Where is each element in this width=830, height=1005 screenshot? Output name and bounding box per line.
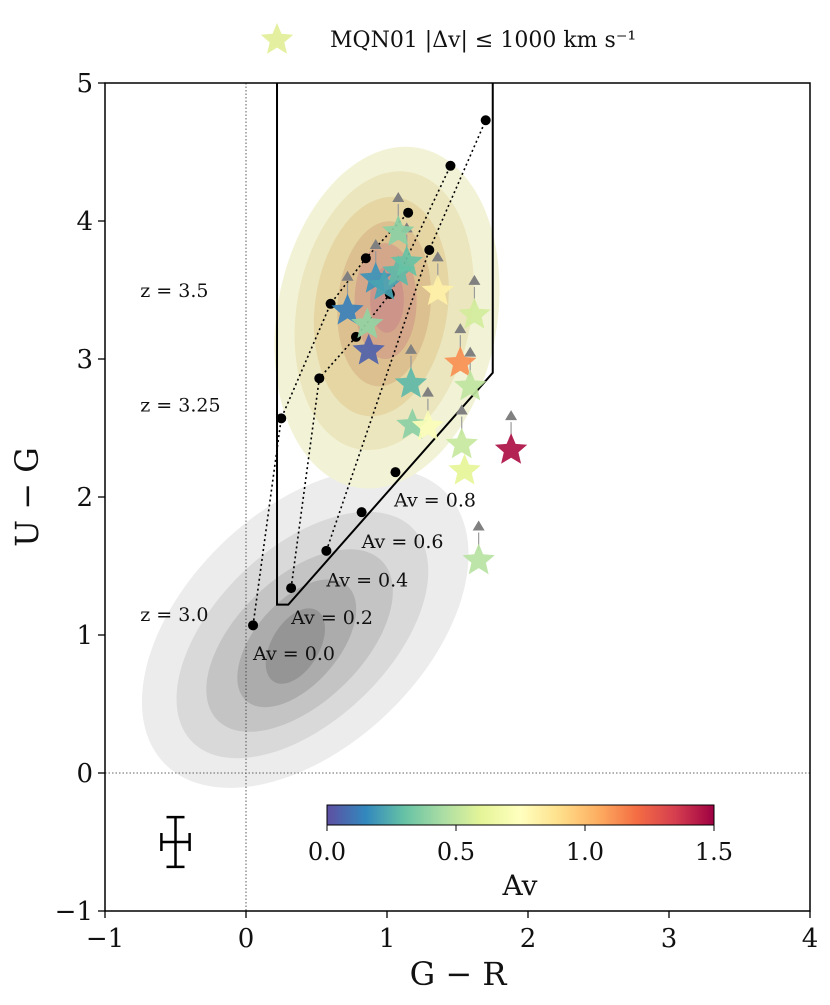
x-tick-label: 3 [661,924,678,954]
lower-limit-arrow [505,410,518,421]
legend-star-marker [260,23,294,54]
colorbar-tick-label: 0.5 [437,838,475,866]
lower-limit-arrow [454,323,467,334]
galaxy-points [331,192,528,575]
colorbar-gradient [326,804,715,826]
axis-ticks: −1 0 1 2 3 4 −1 0 1 2 3 4 5 [55,69,819,954]
track-label: z = 3.0 [140,604,208,626]
x-tick-label: 1 [379,924,396,954]
lower-limit-arrow [392,192,405,203]
lower-limit-arrow [341,270,354,281]
lower-limit-arrow [431,251,444,262]
lower-limit-arrow [369,238,382,249]
galaxy-star [411,409,445,441]
galaxy-star [448,453,481,485]
galaxy-star [331,293,364,325]
x-tick-label: 0 [238,924,255,954]
track-point [424,244,435,255]
galaxy-star [394,366,428,398]
track-point [356,507,367,518]
lower-limit-arrow [455,404,468,415]
track-point [360,253,371,264]
track-point [286,583,297,594]
y-axis-label: U − G [8,447,46,547]
colorbar-tick-label: 1.0 [566,838,604,866]
galaxy-star [352,333,385,365]
y-tick-label: 3 [76,345,93,375]
track-line [252,212,409,626]
track-label: Av = 0.2 [290,607,373,629]
track-label: z = 3.5 [140,280,208,302]
lower-limit-arrow [404,343,417,354]
galaxy-star [458,297,491,329]
x-tick-label: −1 [86,924,124,954]
x-tick-label: 4 [802,924,819,954]
x-axis-label: G − R [410,955,508,993]
track-point [445,160,456,171]
y-tick-label: 2 [76,483,93,513]
galaxy-star [454,369,487,401]
typical-error-bar [160,815,191,869]
galaxy-star [368,268,401,300]
galaxy-star [494,433,528,464]
colored-density-contours [274,146,500,489]
track-label: Av = 0.0 [252,643,335,665]
track-point [321,545,332,556]
lower-limit-arrow [468,274,481,285]
track-label: Av = 0.8 [393,490,476,512]
lower-limit-arrow [472,520,485,531]
lower-limit-arrow [464,346,477,357]
legend: MQN01 |Δv| ≤ 1000 km s⁻¹ [260,23,636,54]
galaxy-star [444,346,477,377]
colorbar: 0.0 0.5 1.0 1.5 Av [308,804,733,902]
selection-region [276,83,494,606]
track-point [390,467,401,478]
y-tick-label: 5 [76,69,93,99]
y-tick-label: 0 [76,759,93,789]
track-point [248,620,259,631]
track-point [480,115,491,126]
y-tick-label: 4 [76,207,93,237]
track-point [276,413,287,424]
galaxy-star [445,427,478,459]
lower-limit-arrow [421,386,434,397]
colorbar-label: Av [502,869,538,902]
y-tick-label: 1 [76,621,93,651]
track-label: Av = 0.6 [361,531,444,553]
galaxy-star [462,543,495,575]
track-label: z = 3.25 [140,394,220,416]
track-annotations: z = 3.5 z = 3.25 z = 3.0 Av = 0.0 Av = 0.2 Av… [140,280,476,665]
galaxy-star [382,215,415,246]
galaxy-star [390,245,423,277]
track-label: Av = 0.4 [325,570,408,592]
colorbar-tick-label: 1.5 [695,838,733,866]
colorbar-ticks: 0.0 0.5 1.0 1.5 [308,825,733,866]
colorbar-tick-label: 0.0 [308,838,346,866]
legend-label: MQN01 |Δv| ≤ 1000 km s⁻¹ [330,28,636,53]
track-line [325,119,487,552]
y-tick-label: −1 [55,897,93,927]
grey-density-contours [141,468,469,788]
galaxy-star [421,274,454,306]
galaxy-star [351,307,384,339]
x-tick-label: 2 [520,924,537,954]
track-point [314,373,325,384]
track-point [403,207,414,218]
